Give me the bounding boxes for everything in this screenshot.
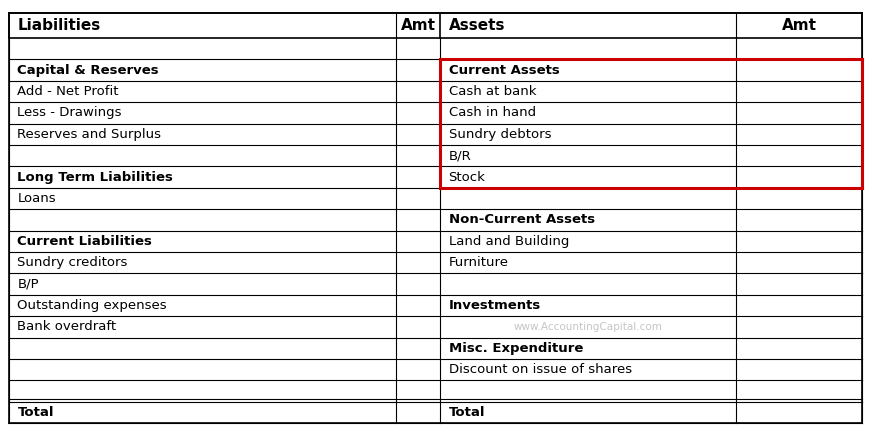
Text: Misc. Expenditure: Misc. Expenditure [449, 342, 583, 355]
Text: Non-Current Assets: Non-Current Assets [449, 213, 595, 227]
Text: Less - Drawings: Less - Drawings [17, 106, 122, 120]
Text: Liabilities: Liabilities [17, 18, 101, 33]
Text: Long Term Liabilities: Long Term Liabilities [17, 170, 173, 184]
Text: Furniture: Furniture [449, 256, 509, 269]
Text: www.AccountingCapital.com: www.AccountingCapital.com [514, 322, 662, 332]
Text: Amt: Amt [781, 18, 817, 33]
Text: Investments: Investments [449, 299, 541, 312]
Text: Amt: Amt [401, 18, 436, 33]
Text: Add - Net Profit: Add - Net Profit [17, 85, 119, 98]
Text: Current Liabilities: Current Liabilities [17, 235, 152, 248]
Text: Bank overdraft: Bank overdraft [17, 320, 117, 334]
Text: Cash at bank: Cash at bank [449, 85, 536, 98]
Text: Current Assets: Current Assets [449, 63, 559, 77]
Text: Discount on issue of shares: Discount on issue of shares [449, 363, 631, 376]
Text: Assets: Assets [449, 18, 505, 33]
Text: Loans: Loans [17, 192, 56, 205]
Text: Sundry creditors: Sundry creditors [17, 256, 128, 269]
Text: B/P: B/P [17, 277, 39, 291]
Text: Capital & Reserves: Capital & Reserves [17, 63, 159, 77]
Text: Stock: Stock [449, 170, 485, 184]
Text: Reserves and Surplus: Reserves and Surplus [17, 128, 161, 141]
Text: Cash in hand: Cash in hand [449, 106, 536, 120]
Text: Sundry debtors: Sundry debtors [449, 128, 551, 141]
Text: Total: Total [449, 406, 485, 419]
Text: Total: Total [17, 406, 54, 419]
Text: Land and Building: Land and Building [449, 235, 569, 248]
Text: B/R: B/R [449, 149, 471, 162]
Text: Outstanding expenses: Outstanding expenses [17, 299, 167, 312]
